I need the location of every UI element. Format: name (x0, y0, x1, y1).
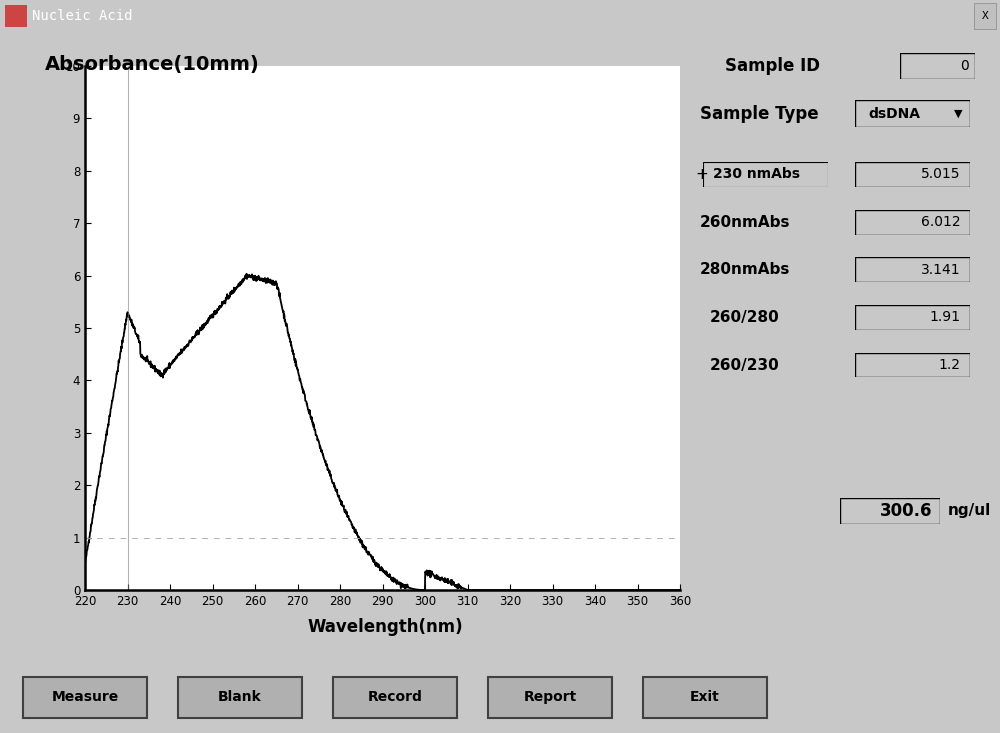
Text: dsDNA: dsDNA (869, 106, 921, 121)
Text: ▼: ▼ (954, 108, 963, 119)
FancyBboxPatch shape (178, 677, 302, 718)
Text: Absorbance(10mm): Absorbance(10mm) (45, 55, 260, 74)
Text: Measure: Measure (51, 690, 119, 704)
Text: Exit: Exit (690, 690, 720, 704)
Text: Sample ID: Sample ID (725, 57, 820, 75)
Bar (5, 5, 27, 27)
Text: Report: Report (523, 690, 577, 704)
Text: 1.91: 1.91 (930, 310, 961, 325)
Text: 260/230: 260/230 (710, 358, 780, 372)
FancyBboxPatch shape (643, 677, 767, 718)
Text: 0: 0 (960, 59, 969, 73)
Text: ng/ul: ng/ul (948, 504, 991, 518)
Text: 300.6: 300.6 (880, 502, 932, 520)
Text: 5.015: 5.015 (921, 167, 961, 182)
Text: +: + (695, 167, 708, 182)
Text: 260nmAbs: 260nmAbs (700, 215, 790, 229)
Text: 6.012: 6.012 (921, 215, 961, 229)
Text: Record: Record (368, 690, 422, 704)
Text: 3.141: 3.141 (921, 262, 961, 277)
Text: Blank: Blank (218, 690, 262, 704)
Text: Sample Type: Sample Type (700, 105, 819, 122)
Text: 260/280: 260/280 (710, 310, 780, 325)
Text: Wavelength(nm): Wavelength(nm) (307, 618, 463, 636)
Text: Nucleic Acid: Nucleic Acid (32, 9, 132, 23)
FancyBboxPatch shape (23, 677, 147, 718)
Text: 280nmAbs: 280nmAbs (700, 262, 790, 277)
Text: 1.2: 1.2 (939, 358, 961, 372)
FancyBboxPatch shape (488, 677, 612, 718)
FancyBboxPatch shape (333, 677, 457, 718)
Bar (974, 3, 996, 29)
Text: X: X (982, 11, 988, 21)
Text: 230 nmAbs: 230 nmAbs (713, 167, 800, 182)
